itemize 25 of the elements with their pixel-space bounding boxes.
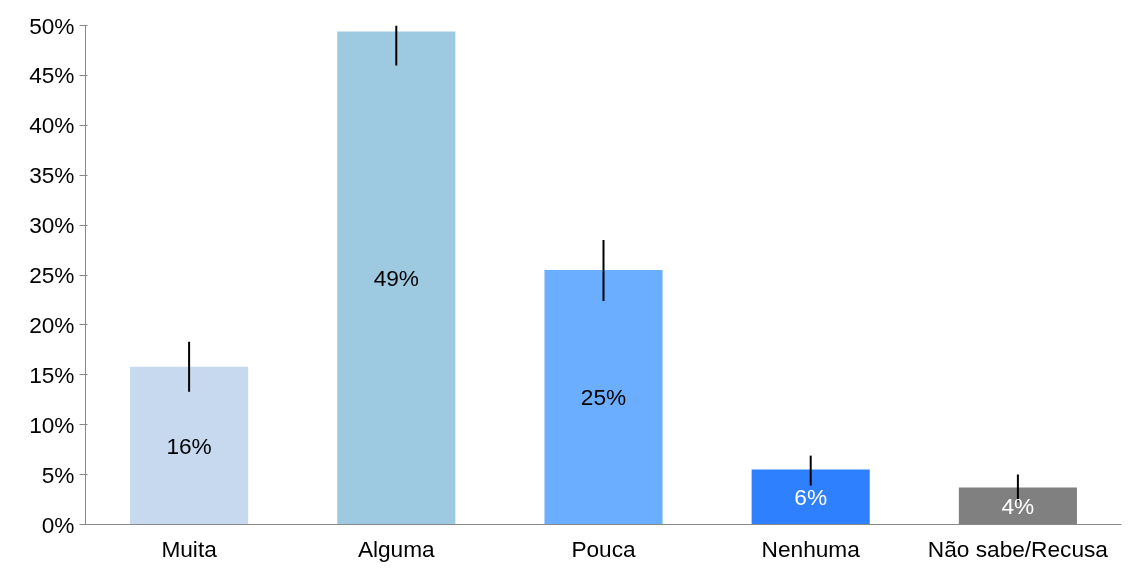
data-label: 25% <box>580 384 627 411</box>
x-tick-label: Nenhuma <box>761 535 861 562</box>
data-label: 4% <box>1001 493 1035 520</box>
bar <box>544 270 663 525</box>
x-tick-label: Alguma <box>357 535 436 562</box>
y-tick-label: 30% <box>29 212 75 239</box>
y-tick-label: 15% <box>29 361 75 388</box>
y-tick-label: 20% <box>29 311 75 338</box>
data-label: 6% <box>794 484 828 511</box>
x-tick-label: Pouca <box>571 535 637 562</box>
data-label: 49% <box>373 264 419 291</box>
y-tick-label: 0% <box>41 511 75 538</box>
y-tick-label: 40% <box>29 112 75 139</box>
x-tick-label: Não sabe/Recusa <box>927 535 1109 562</box>
y-tick-label: 45% <box>29 62 75 89</box>
y-tick-label: 35% <box>29 162 75 189</box>
bar <box>751 469 870 525</box>
bar <box>337 31 456 525</box>
y-tick-label: 5% <box>41 461 75 488</box>
y-tick-label: 50% <box>29 12 75 39</box>
y-tick-label: 10% <box>29 411 75 438</box>
bar <box>130 366 249 525</box>
y-tick-label: 25% <box>29 262 75 288</box>
x-tick-label: Muita <box>161 535 218 562</box>
data-label: 16% <box>166 432 212 459</box>
